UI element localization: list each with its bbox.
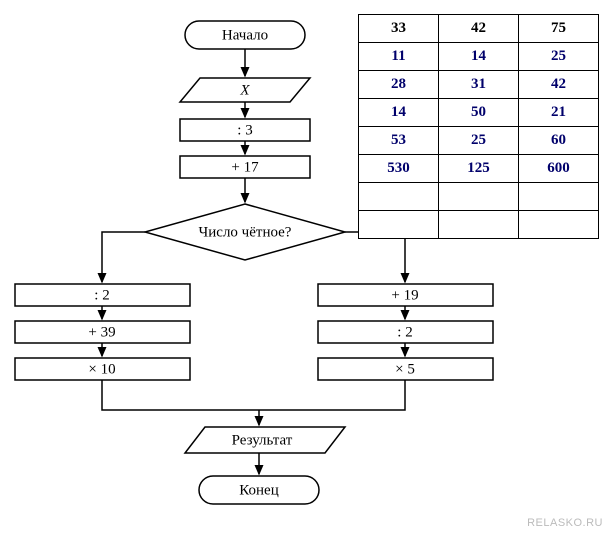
table-cell: 60 xyxy=(519,127,599,155)
table-cell xyxy=(519,183,599,211)
table-row: 145021 xyxy=(359,99,599,127)
table-cell: 31 xyxy=(439,71,519,99)
label-result: Результат xyxy=(232,432,293,448)
label-start: Начало xyxy=(222,27,268,43)
table-body: 111425 283142 145021 532560 530125600 xyxy=(359,43,599,239)
table-cell: 14 xyxy=(439,43,519,71)
table-row: 530125600 xyxy=(359,155,599,183)
table-cell xyxy=(359,183,439,211)
table-header: 42 xyxy=(439,15,519,43)
label-decision: Число чётное? xyxy=(199,224,292,240)
label-r1: + 19 xyxy=(391,287,418,303)
label-div3: : 3 xyxy=(237,122,252,138)
label-inputX: X xyxy=(239,82,250,98)
label-end: Конец xyxy=(239,482,278,498)
watermark: RELASKO.RU xyxy=(527,517,603,529)
label-plus17: + 17 xyxy=(231,159,259,175)
data-table: 33 42 75 111425 283142 145021 532560 530… xyxy=(358,14,599,239)
table-cell: 530 xyxy=(359,155,439,183)
table-cell: 14 xyxy=(359,99,439,127)
table-cell: 25 xyxy=(519,43,599,71)
label-r2: : 2 xyxy=(397,324,412,340)
table-cell: 42 xyxy=(519,71,599,99)
table-cell: 25 xyxy=(439,127,519,155)
table-cell xyxy=(439,211,519,239)
table-row xyxy=(359,211,599,239)
table-row: 111425 xyxy=(359,43,599,71)
table-row: 283142 xyxy=(359,71,599,99)
label-l3: × 10 xyxy=(88,361,115,377)
table-header: 75 xyxy=(519,15,599,43)
table-header: 33 xyxy=(359,15,439,43)
table-cell xyxy=(519,211,599,239)
table-header-row: 33 42 75 xyxy=(359,15,599,43)
table-cell: 50 xyxy=(439,99,519,127)
table-cell: 125 xyxy=(439,155,519,183)
table-cell: 53 xyxy=(359,127,439,155)
table-row: 532560 xyxy=(359,127,599,155)
table-cell: 28 xyxy=(359,71,439,99)
table-cell xyxy=(359,211,439,239)
label-l2: + 39 xyxy=(88,324,115,340)
label-l1: : 2 xyxy=(94,287,109,303)
table-cell: 11 xyxy=(359,43,439,71)
table-cell: 600 xyxy=(519,155,599,183)
table-row xyxy=(359,183,599,211)
label-r3: × 5 xyxy=(395,361,415,377)
table-cell xyxy=(439,183,519,211)
table-cell: 21 xyxy=(519,99,599,127)
